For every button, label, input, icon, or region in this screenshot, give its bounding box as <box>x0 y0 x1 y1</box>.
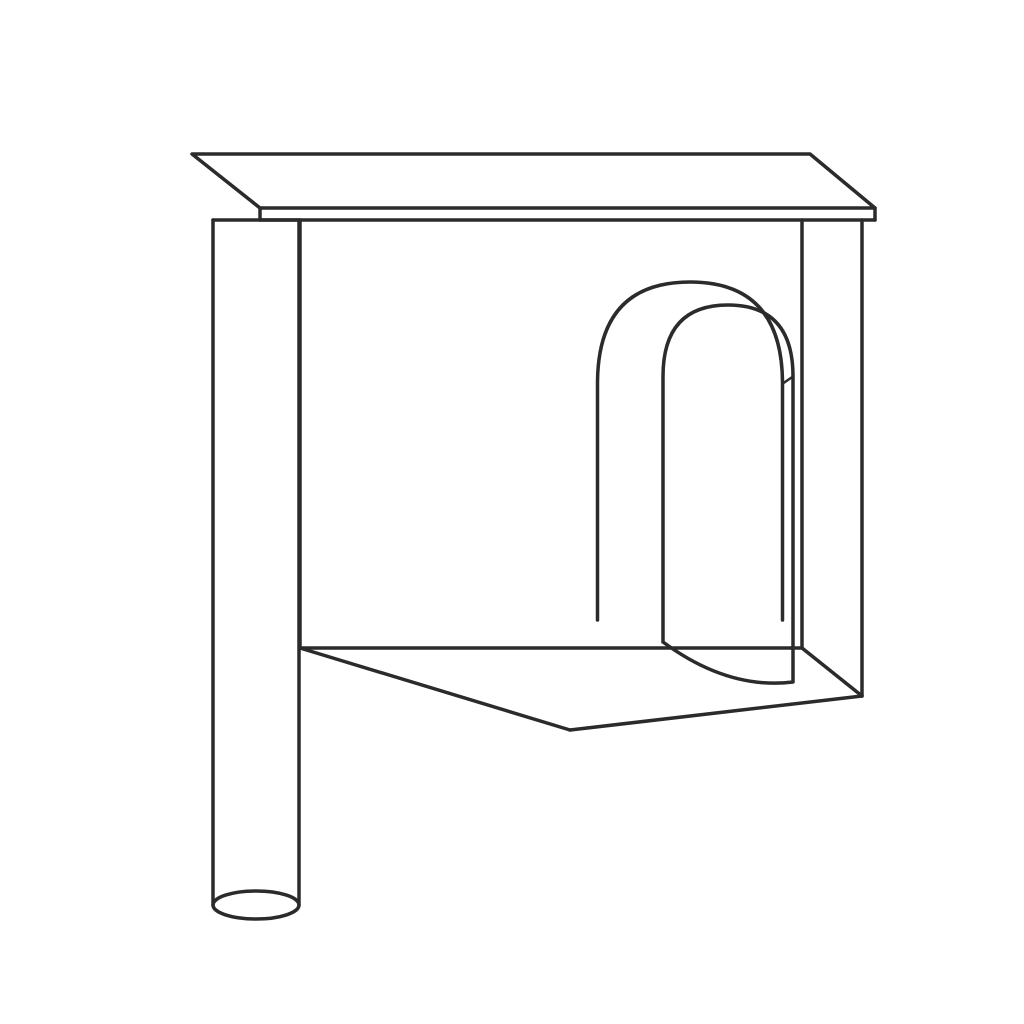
door-opening <box>598 282 783 620</box>
door-flap <box>663 305 793 683</box>
top-platform <box>192 154 875 208</box>
